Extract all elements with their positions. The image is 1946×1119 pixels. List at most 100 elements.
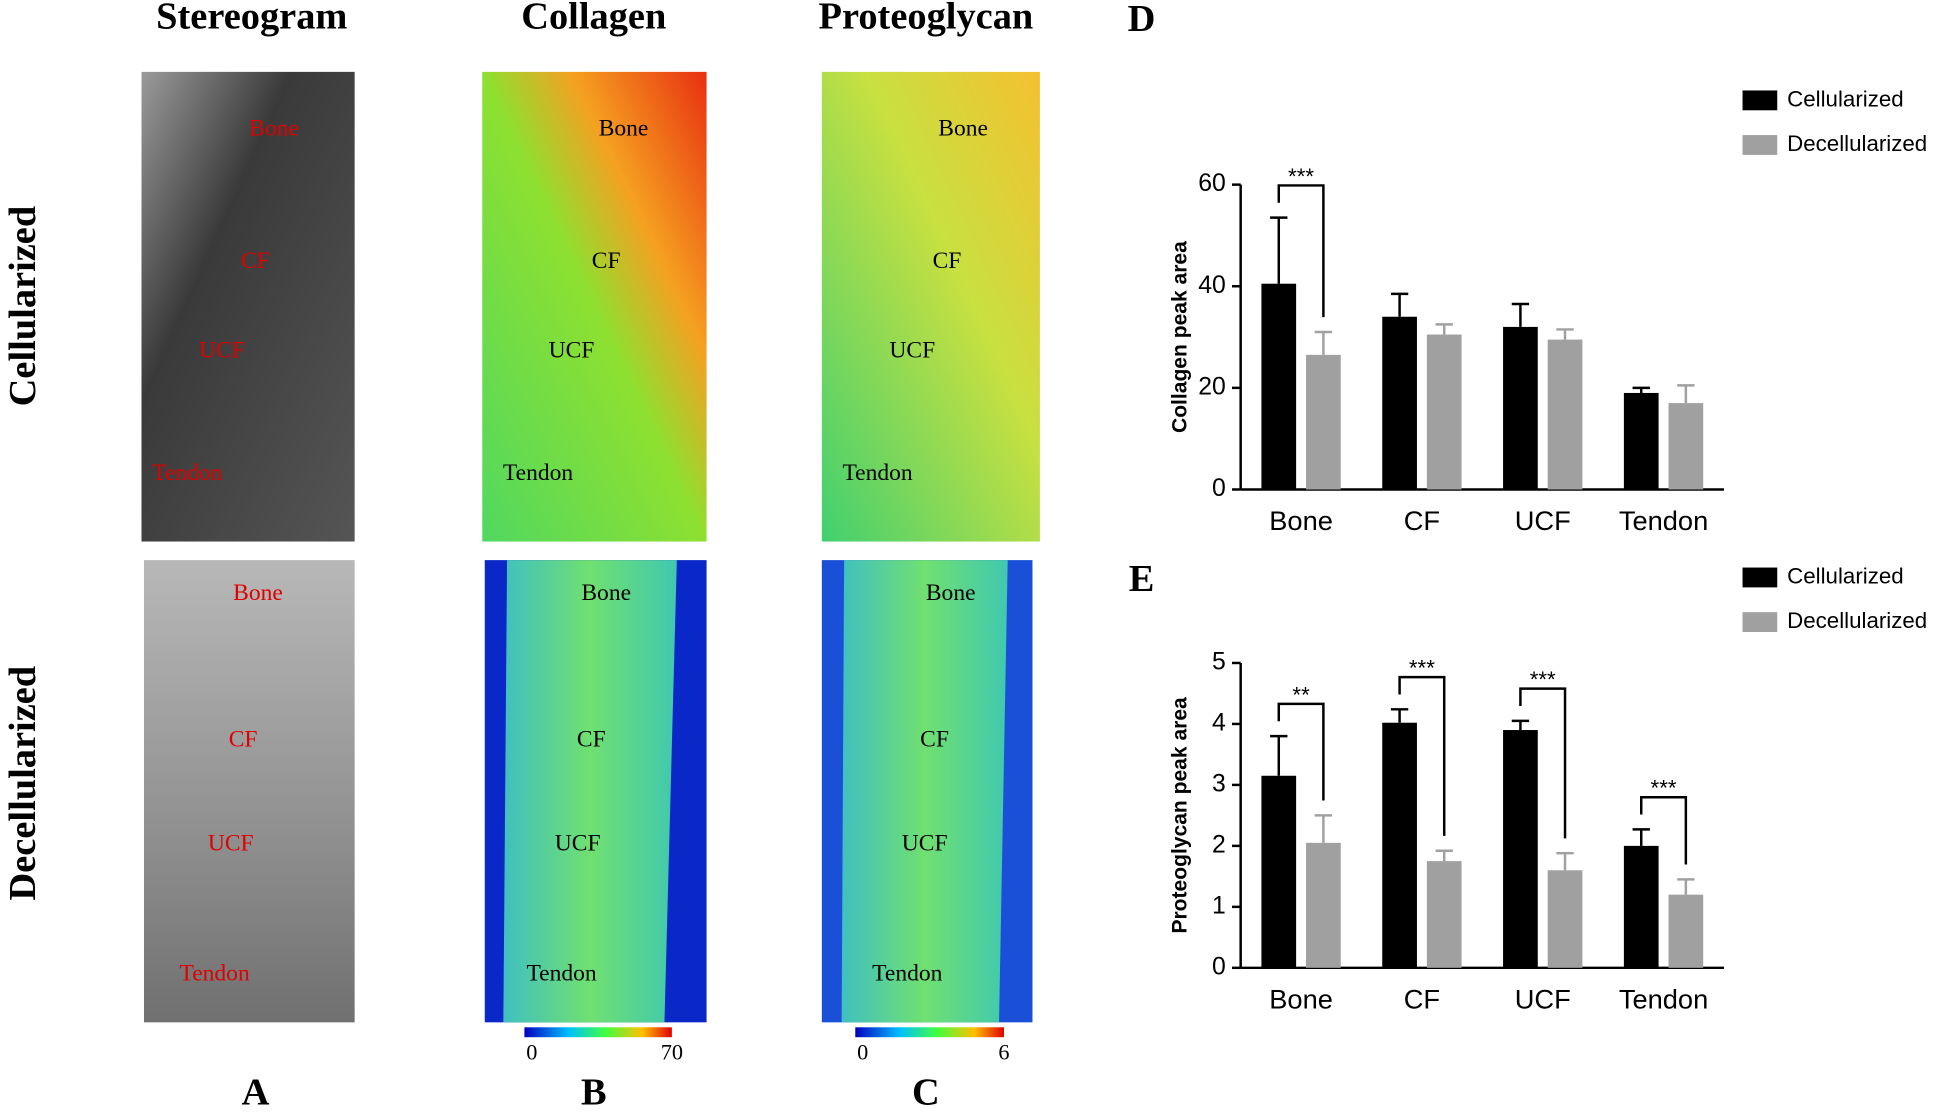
error-bar: [1511, 719, 1530, 731]
error-bar: [1270, 734, 1288, 776]
row-title: Decellularized: [2, 666, 44, 901]
error-bar: [1390, 292, 1409, 317]
bar: [1306, 354, 1341, 490]
panel-letter: D: [1128, 0, 1156, 40]
error-bar: [1632, 386, 1650, 393]
error-bar: [1390, 708, 1409, 723]
error-bar: [1270, 216, 1288, 284]
colorbar: [524, 1027, 672, 1038]
column-title: Proteoglycan: [819, 0, 1034, 38]
significance-bracket: [1640, 795, 1688, 865]
bar: [1547, 870, 1583, 968]
region-label: UCF: [889, 337, 935, 363]
region-label: CF: [229, 726, 258, 752]
error-bar: [1314, 814, 1333, 843]
colorbar-label: 0: [526, 1040, 537, 1065]
legend-swatch: [1742, 90, 1778, 111]
panel-letter: E: [1129, 558, 1155, 600]
region-label: Bone: [249, 116, 299, 142]
significance-label: **: [1292, 682, 1310, 707]
error-bar: [1511, 302, 1530, 327]
error-bar: [1435, 323, 1453, 335]
significance-label: ***: [1288, 164, 1314, 189]
proteoglycan-map: [821, 71, 1040, 542]
y-tick-label: 0: [1212, 475, 1226, 502]
region-label: Tendon: [842, 460, 912, 486]
x-tick-label: UCF: [1515, 505, 1571, 536]
region-label: Tendon: [872, 961, 942, 987]
legend-label: Decellularized: [1787, 131, 1927, 156]
bar: [1668, 894, 1704, 968]
legend-swatch: [1742, 567, 1778, 588]
region-label: CF: [241, 248, 270, 274]
significance-bracket: [1277, 184, 1325, 318]
legend-label: Decellularized: [1787, 608, 1927, 633]
region-label: CF: [933, 248, 962, 274]
colorbar-label: 70: [661, 1040, 683, 1065]
legend-swatch: [1742, 135, 1778, 155]
panel-letter: A: [242, 1071, 270, 1113]
region-label: Bone: [599, 116, 649, 142]
colorbar-label: 0: [857, 1040, 868, 1065]
y-tick-label: 5: [1212, 649, 1226, 676]
region-label: UCF: [208, 831, 254, 857]
bar: [1382, 316, 1417, 490]
error-bar: [1314, 330, 1333, 355]
y-tick-label: 2: [1212, 831, 1226, 858]
bar: [1426, 861, 1462, 968]
collagen-map: [482, 71, 707, 542]
region-label: UCF: [199, 337, 245, 363]
column-title: Stereogram: [156, 0, 347, 38]
region-label: CF: [577, 726, 606, 752]
region-label: UCF: [902, 831, 948, 857]
panel-letter: C: [912, 1071, 940, 1113]
region-label: Bone: [233, 580, 283, 606]
bar: [1623, 845, 1659, 968]
error-bar: [1677, 878, 1695, 895]
bar: [1503, 326, 1538, 490]
bar: [1668, 403, 1704, 490]
y-tick-label: 4: [1212, 709, 1226, 736]
y-tick-label: 3: [1212, 770, 1226, 797]
significance-bracket: [1519, 687, 1567, 839]
region-label: Bone: [938, 116, 988, 142]
region-label: Bone: [926, 580, 976, 606]
x-tick-label: CF: [1404, 505, 1440, 536]
bar: [1306, 842, 1341, 968]
y-axis-title: Proteoglycan peak area: [1169, 697, 1192, 934]
y-axis-title: Collagen peak area: [1169, 241, 1192, 433]
bar: [1426, 334, 1462, 490]
tissue-band: [841, 560, 1008, 1023]
error-bar: [1556, 328, 1574, 340]
y-tick-label: 0: [1212, 953, 1226, 980]
bar: [1623, 392, 1659, 490]
bar: [1547, 339, 1583, 490]
row-title: Cellularized: [2, 206, 44, 407]
significance-label: ***: [1409, 656, 1435, 681]
region-label: CF: [592, 248, 621, 274]
region-label: Tendon: [179, 961, 249, 987]
column-title: Collagen: [521, 0, 666, 38]
x-tick-label: Bone: [1269, 983, 1333, 1014]
error-bar: [1435, 849, 1453, 862]
region-label: UCF: [549, 337, 595, 363]
region-label: UCF: [555, 831, 601, 857]
region-label: Tendon: [503, 460, 573, 486]
x-tick-label: CF: [1404, 983, 1440, 1014]
error-bar: [1677, 384, 1695, 404]
panel-letter: B: [581, 1071, 607, 1113]
bar: [1382, 722, 1417, 968]
bar: [1503, 730, 1538, 968]
error-bar: [1556, 851, 1574, 871]
y-tick-label: 60: [1198, 170, 1226, 197]
legend-swatch: [1742, 612, 1778, 632]
colorbar: [855, 1027, 1004, 1038]
bar: [1261, 283, 1297, 490]
x-tick-label: Tendon: [1619, 983, 1708, 1014]
bar: [1261, 775, 1297, 968]
significance-bracket: [1398, 675, 1446, 836]
significance-label: ***: [1651, 776, 1677, 801]
region-label: Bone: [581, 580, 631, 606]
error-bar: [1632, 828, 1650, 846]
